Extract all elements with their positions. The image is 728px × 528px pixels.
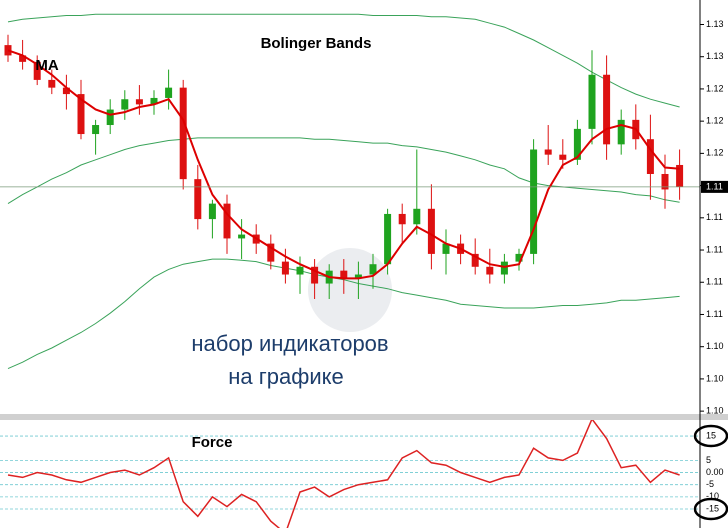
annotation: на графике <box>228 364 344 389</box>
y-tick-label: -5 <box>706 479 714 489</box>
candle-body <box>267 243 275 262</box>
candle-body <box>427 208 435 254</box>
candle-body <box>573 128 581 160</box>
force-panel <box>0 420 700 528</box>
candle-body <box>442 243 450 254</box>
candle-body <box>471 253 479 267</box>
candle-body <box>311 266 319 284</box>
annotation: MA <box>35 57 58 74</box>
candle-body <box>603 74 611 145</box>
panel-title: Force <box>192 434 233 451</box>
y-tick-label: 1.13 <box>706 51 724 61</box>
y-tick-label: 1.11 <box>706 244 723 254</box>
current-price-label: 1.11 <box>706 181 723 191</box>
bollinger-band <box>7 137 680 205</box>
ma-line <box>7 49 680 280</box>
candle-body <box>194 179 202 220</box>
candle-body <box>62 87 70 95</box>
y-tick-label: 1.10 <box>706 406 724 416</box>
y-tick-label: 1.10 <box>706 341 724 351</box>
candle-body <box>150 97 158 105</box>
highlight-ellipse <box>693 424 728 448</box>
current-price-box <box>701 180 728 193</box>
candle-body <box>48 79 56 88</box>
candle-body <box>646 139 654 174</box>
panel-separator <box>0 414 728 420</box>
candle-body <box>238 234 246 239</box>
candle-body <box>354 274 362 279</box>
candle-body <box>179 87 187 180</box>
chart-title: Bolinger Bands <box>261 35 372 52</box>
annotation: набор индикаторов <box>191 331 388 356</box>
candle-body <box>281 261 289 275</box>
force-line <box>7 420 680 528</box>
candle-body <box>208 203 216 220</box>
candle-body <box>530 149 538 254</box>
y-tick-label: 1.11 <box>706 277 723 287</box>
candle-body <box>92 125 100 135</box>
y-tick-label: 1.12 <box>706 83 724 93</box>
y-tick-label: 15 <box>706 430 716 440</box>
bollinger-band <box>7 13 680 108</box>
watermark <box>308 248 392 332</box>
candle-body <box>77 94 85 135</box>
candle-body <box>106 109 114 126</box>
y-tick-label: 1.11 <box>706 309 723 319</box>
candle-body <box>588 74 596 129</box>
candle-body <box>384 213 392 265</box>
candle-body <box>165 87 173 98</box>
y-tick-label: 1.13 <box>706 19 724 29</box>
candle-body <box>515 253 523 262</box>
y-tick-label: 1.10 <box>706 373 724 383</box>
candle-body <box>661 173 669 190</box>
y-tick-label: 5 <box>706 455 711 465</box>
candle-body <box>223 203 231 239</box>
candle-body <box>369 264 377 275</box>
axis: 1.131.131.121.121.121.121.111.111.111.11… <box>700 19 728 513</box>
candle-body <box>559 154 567 160</box>
candle-body <box>413 208 421 225</box>
candle-body <box>544 149 552 155</box>
candle-body <box>4 45 12 56</box>
candle-body <box>33 61 41 80</box>
y-tick-label: 1.12 <box>706 116 724 126</box>
candle-body <box>135 99 143 105</box>
candle-body <box>486 266 494 275</box>
highlight-ellipse <box>693 497 728 521</box>
candle-body <box>19 55 27 62</box>
candle-body <box>121 99 129 110</box>
price-panel <box>0 13 700 370</box>
y-tick-label: 0.00 <box>706 467 724 477</box>
y-tick-label: 1.12 <box>706 148 724 158</box>
candle-body <box>296 266 304 275</box>
y-tick-label: 1.11 <box>706 212 723 222</box>
candle-body <box>340 270 348 279</box>
candle-body <box>398 213 406 225</box>
candle-body <box>617 119 625 145</box>
candle-body <box>500 261 508 275</box>
y-tick-label: -15 <box>706 503 719 513</box>
candle-body <box>676 164 684 187</box>
y-tick-label: -10 <box>706 491 719 501</box>
